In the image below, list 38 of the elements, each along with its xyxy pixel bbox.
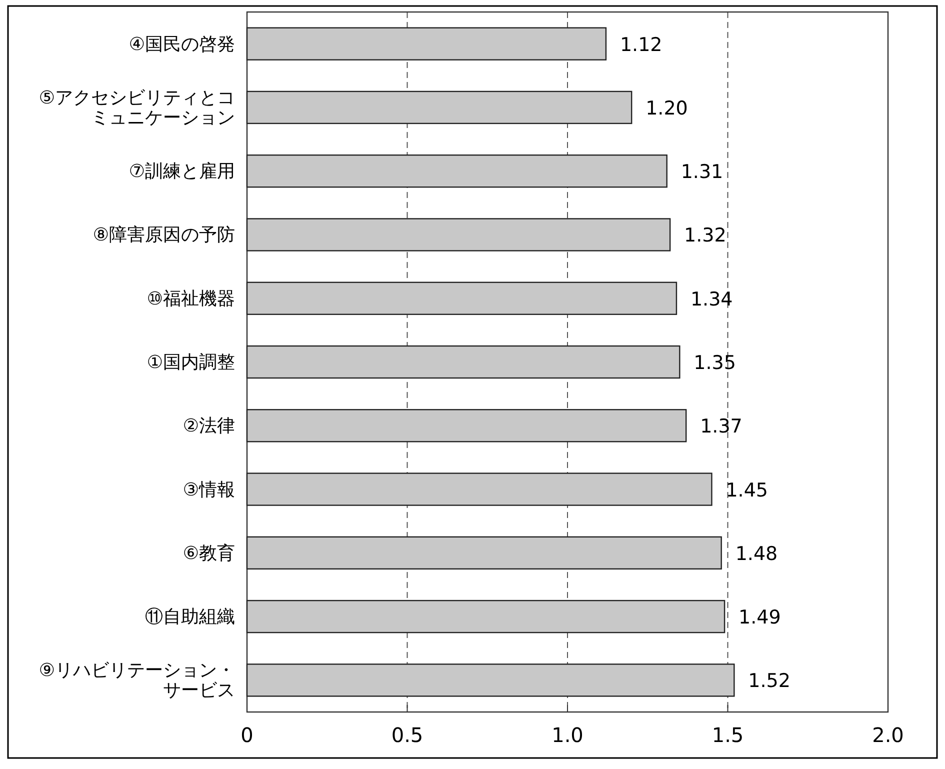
x-tick-label: 0	[240, 723, 254, 747]
y-tick-label: ③情報	[182, 479, 235, 500]
y-tick-label: ④国民の啓発	[128, 34, 235, 55]
bar	[246, 409, 687, 442]
y-tick-label: ⑨リハビリテーション・サービス	[38, 660, 235, 702]
x-tick-label: 2.0	[872, 723, 904, 747]
data-label: 1.32	[684, 224, 726, 247]
data-label: 1.48	[735, 542, 778, 565]
y-tick-label: ①国内調整	[146, 352, 235, 373]
y-tick-label: ⑧障害原因の予防	[92, 224, 235, 246]
x-tick-label: 0.5	[391, 723, 424, 747]
data-label: 1.34	[690, 288, 733, 310]
bar	[246, 345, 680, 379]
y-tick-label: ②法律	[182, 416, 235, 437]
data-label: 1.49	[738, 606, 781, 629]
bar	[246, 536, 722, 570]
x-tick-label: 1.5	[712, 723, 744, 747]
data-label: 1.12	[620, 34, 662, 56]
x-tick-label: 1.0	[552, 723, 584, 747]
bar	[246, 472, 712, 506]
bar	[246, 218, 671, 252]
data-label: 1.31	[680, 161, 724, 184]
data-label: 1.52	[748, 670, 790, 692]
bar	[246, 90, 632, 124]
y-tick-label: ⑦訓練と雇用	[128, 161, 235, 182]
bar	[246, 27, 607, 60]
data-label: 1.45	[726, 479, 768, 502]
data-label: 1.37	[700, 416, 742, 438]
y-tick-label: ⑪自助組織	[145, 606, 235, 628]
y-tick-label: ⑤アクセシビリティとコミュニケーション	[38, 87, 235, 128]
bar	[246, 664, 735, 697]
bar	[246, 282, 678, 315]
bar	[246, 154, 668, 188]
bar	[246, 600, 726, 634]
y-tick-label: ⑥教育	[182, 542, 235, 564]
data-label: 1.20	[646, 97, 688, 120]
data-label: 1.35	[694, 352, 736, 374]
y-tick-label: ⑩福祉機器	[146, 288, 235, 310]
